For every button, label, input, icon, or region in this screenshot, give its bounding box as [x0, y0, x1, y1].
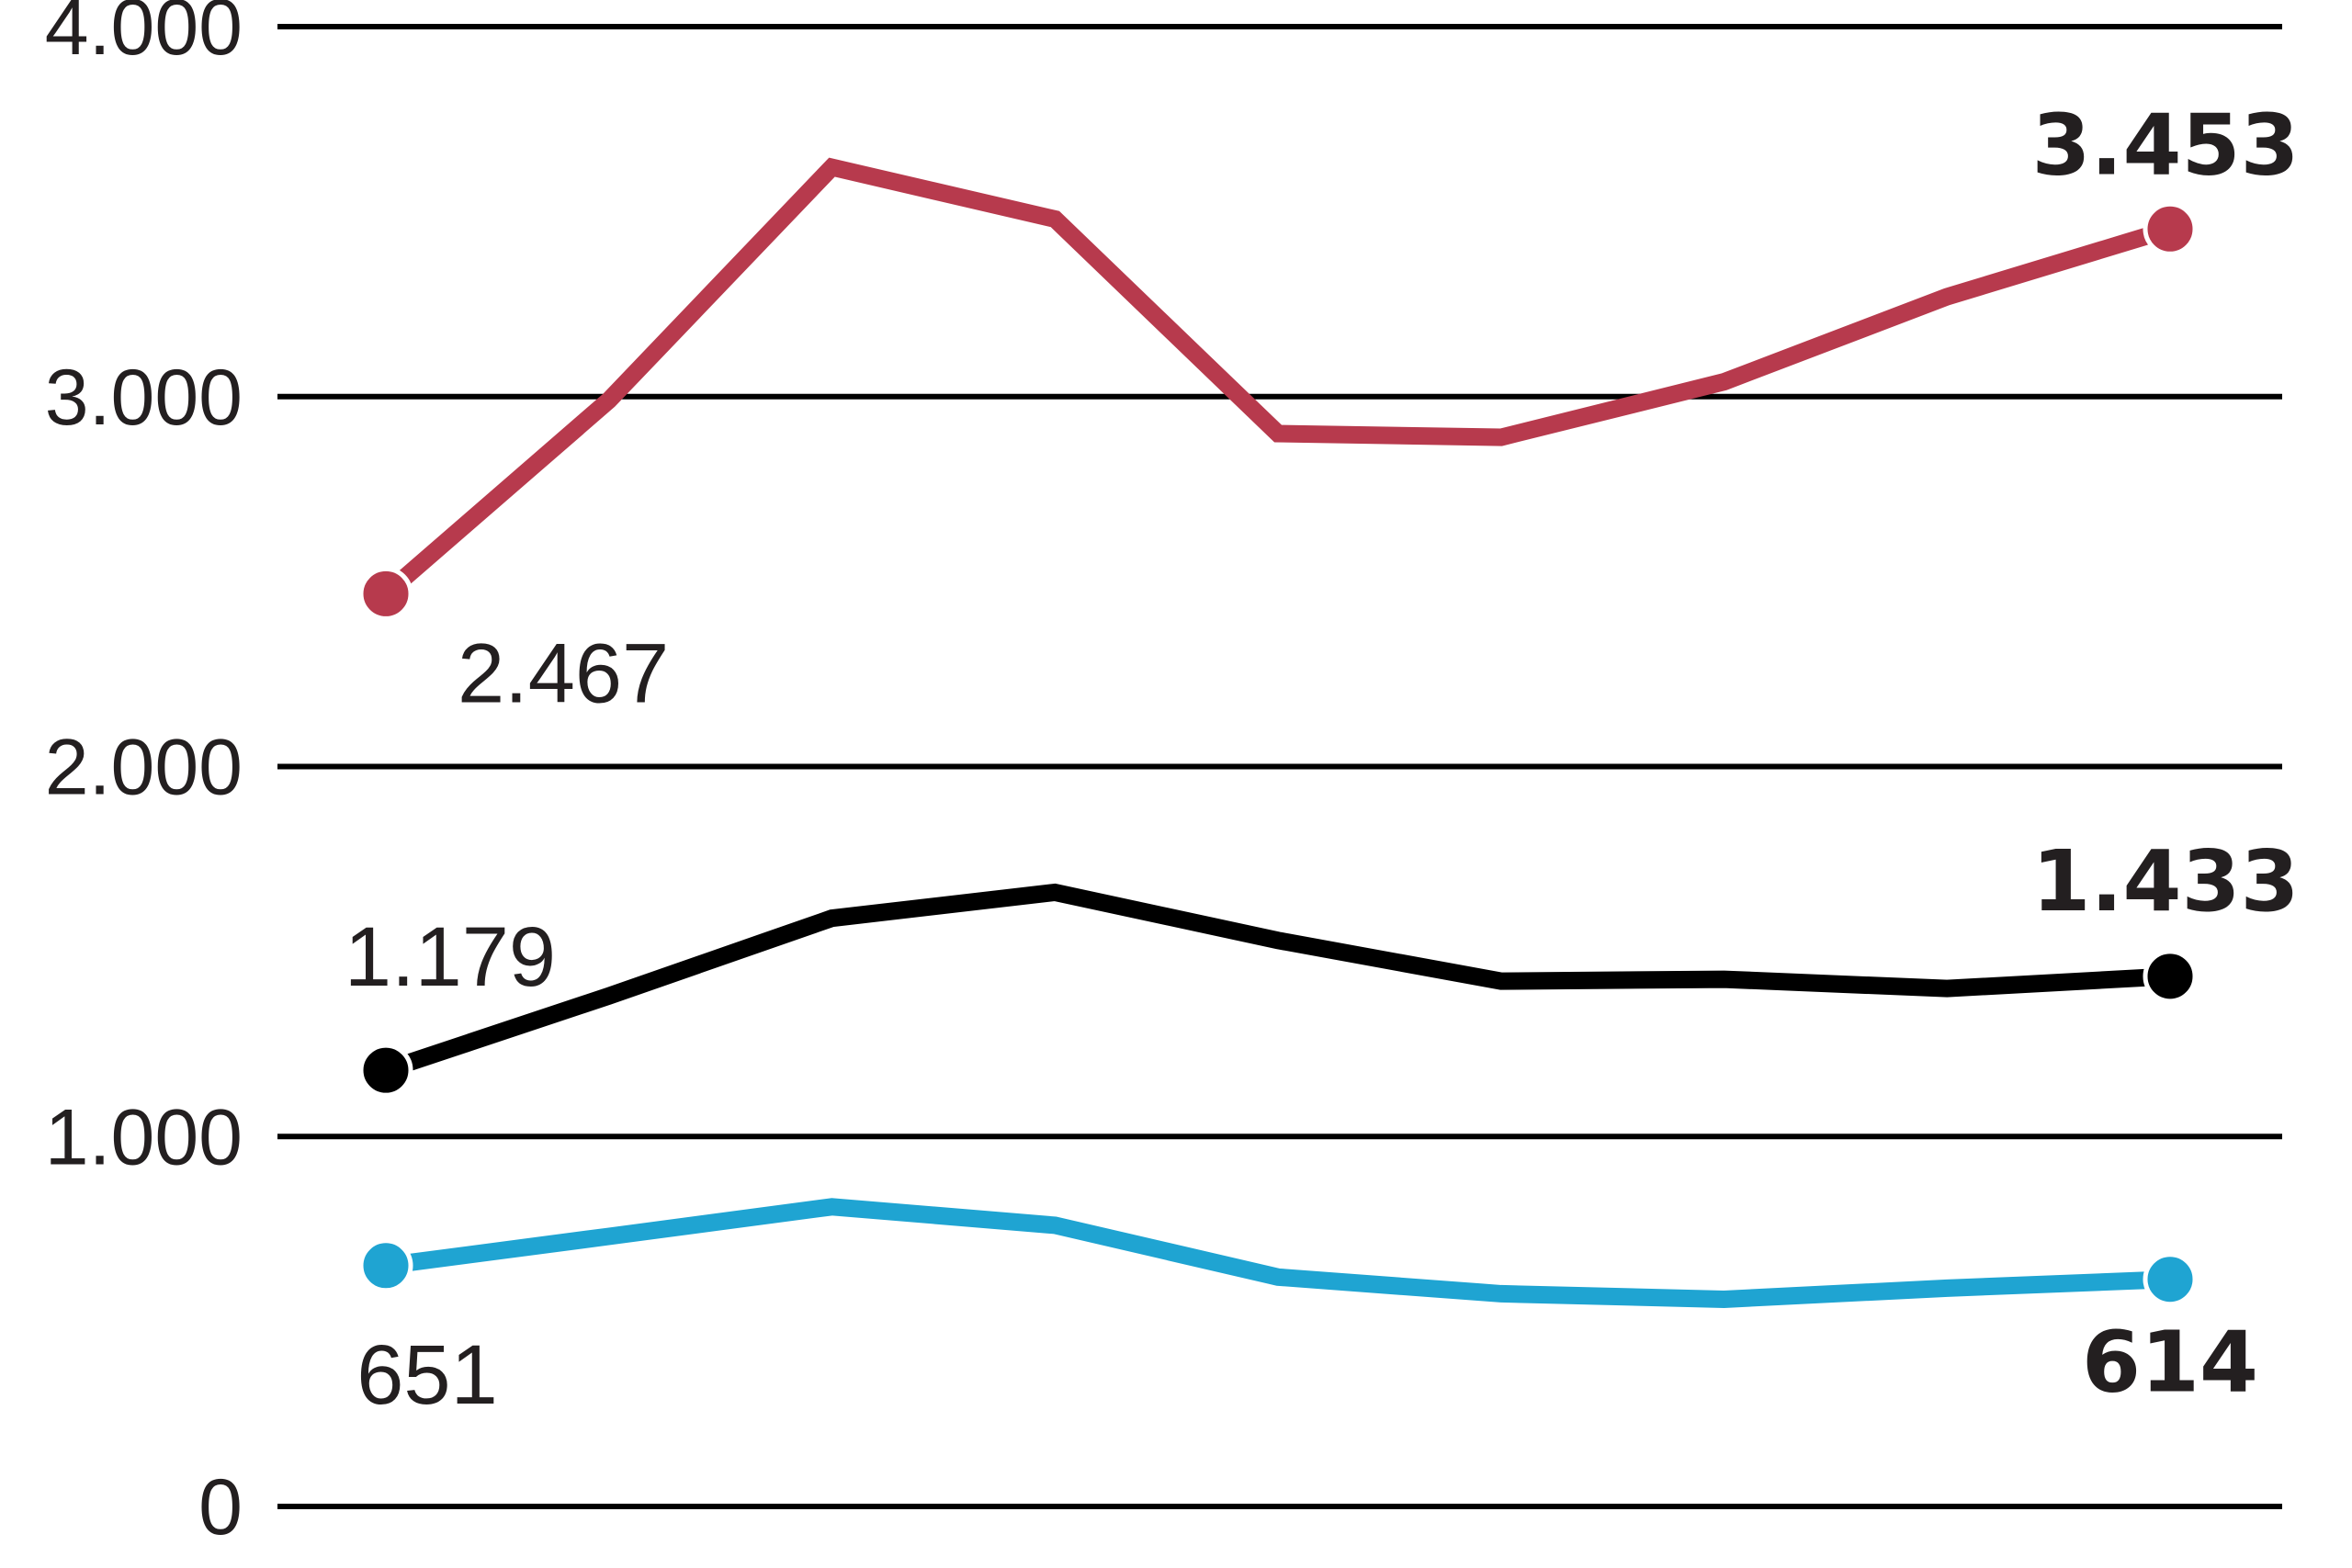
y-tick-label: 3.000 — [45, 354, 243, 442]
y-tick-label: 0 — [198, 1463, 243, 1551]
series-start-point — [358, 1238, 413, 1293]
series-start-label: 1.179 — [345, 910, 556, 1004]
series-line — [379, 157, 2173, 601]
series-end-point — [2143, 201, 2198, 256]
series-lines — [358, 157, 2198, 1308]
series-end-point — [2143, 949, 2198, 1004]
series-start-label: 2.467 — [458, 626, 669, 720]
data-labels: 2.467 3.453 1.179 1.433 651 614 — [345, 96, 2300, 1422]
series-line — [382, 883, 2171, 1079]
y-axis-ticks: 0 1.000 2.000 3.000 4.000 — [45, 0, 243, 1551]
y-tick-label: 2.000 — [45, 724, 243, 812]
series-end-point — [2143, 1252, 2198, 1307]
series-start-point — [358, 1043, 413, 1098]
series-end-label: 1.433 — [2031, 832, 2299, 931]
series-end-label: 3.453 — [2031, 96, 2299, 194]
series-end-label: 614 — [2082, 1314, 2258, 1412]
series-line — [384, 1198, 2171, 1308]
y-tick-label: 4.000 — [45, 0, 243, 72]
y-tick-label: 1.000 — [45, 1093, 243, 1181]
series-start-label: 651 — [356, 1328, 498, 1422]
series-start-point — [358, 566, 413, 621]
